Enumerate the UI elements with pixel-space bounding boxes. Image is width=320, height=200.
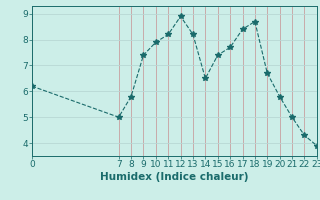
X-axis label: Humidex (Indice chaleur): Humidex (Indice chaleur) [100,172,249,182]
